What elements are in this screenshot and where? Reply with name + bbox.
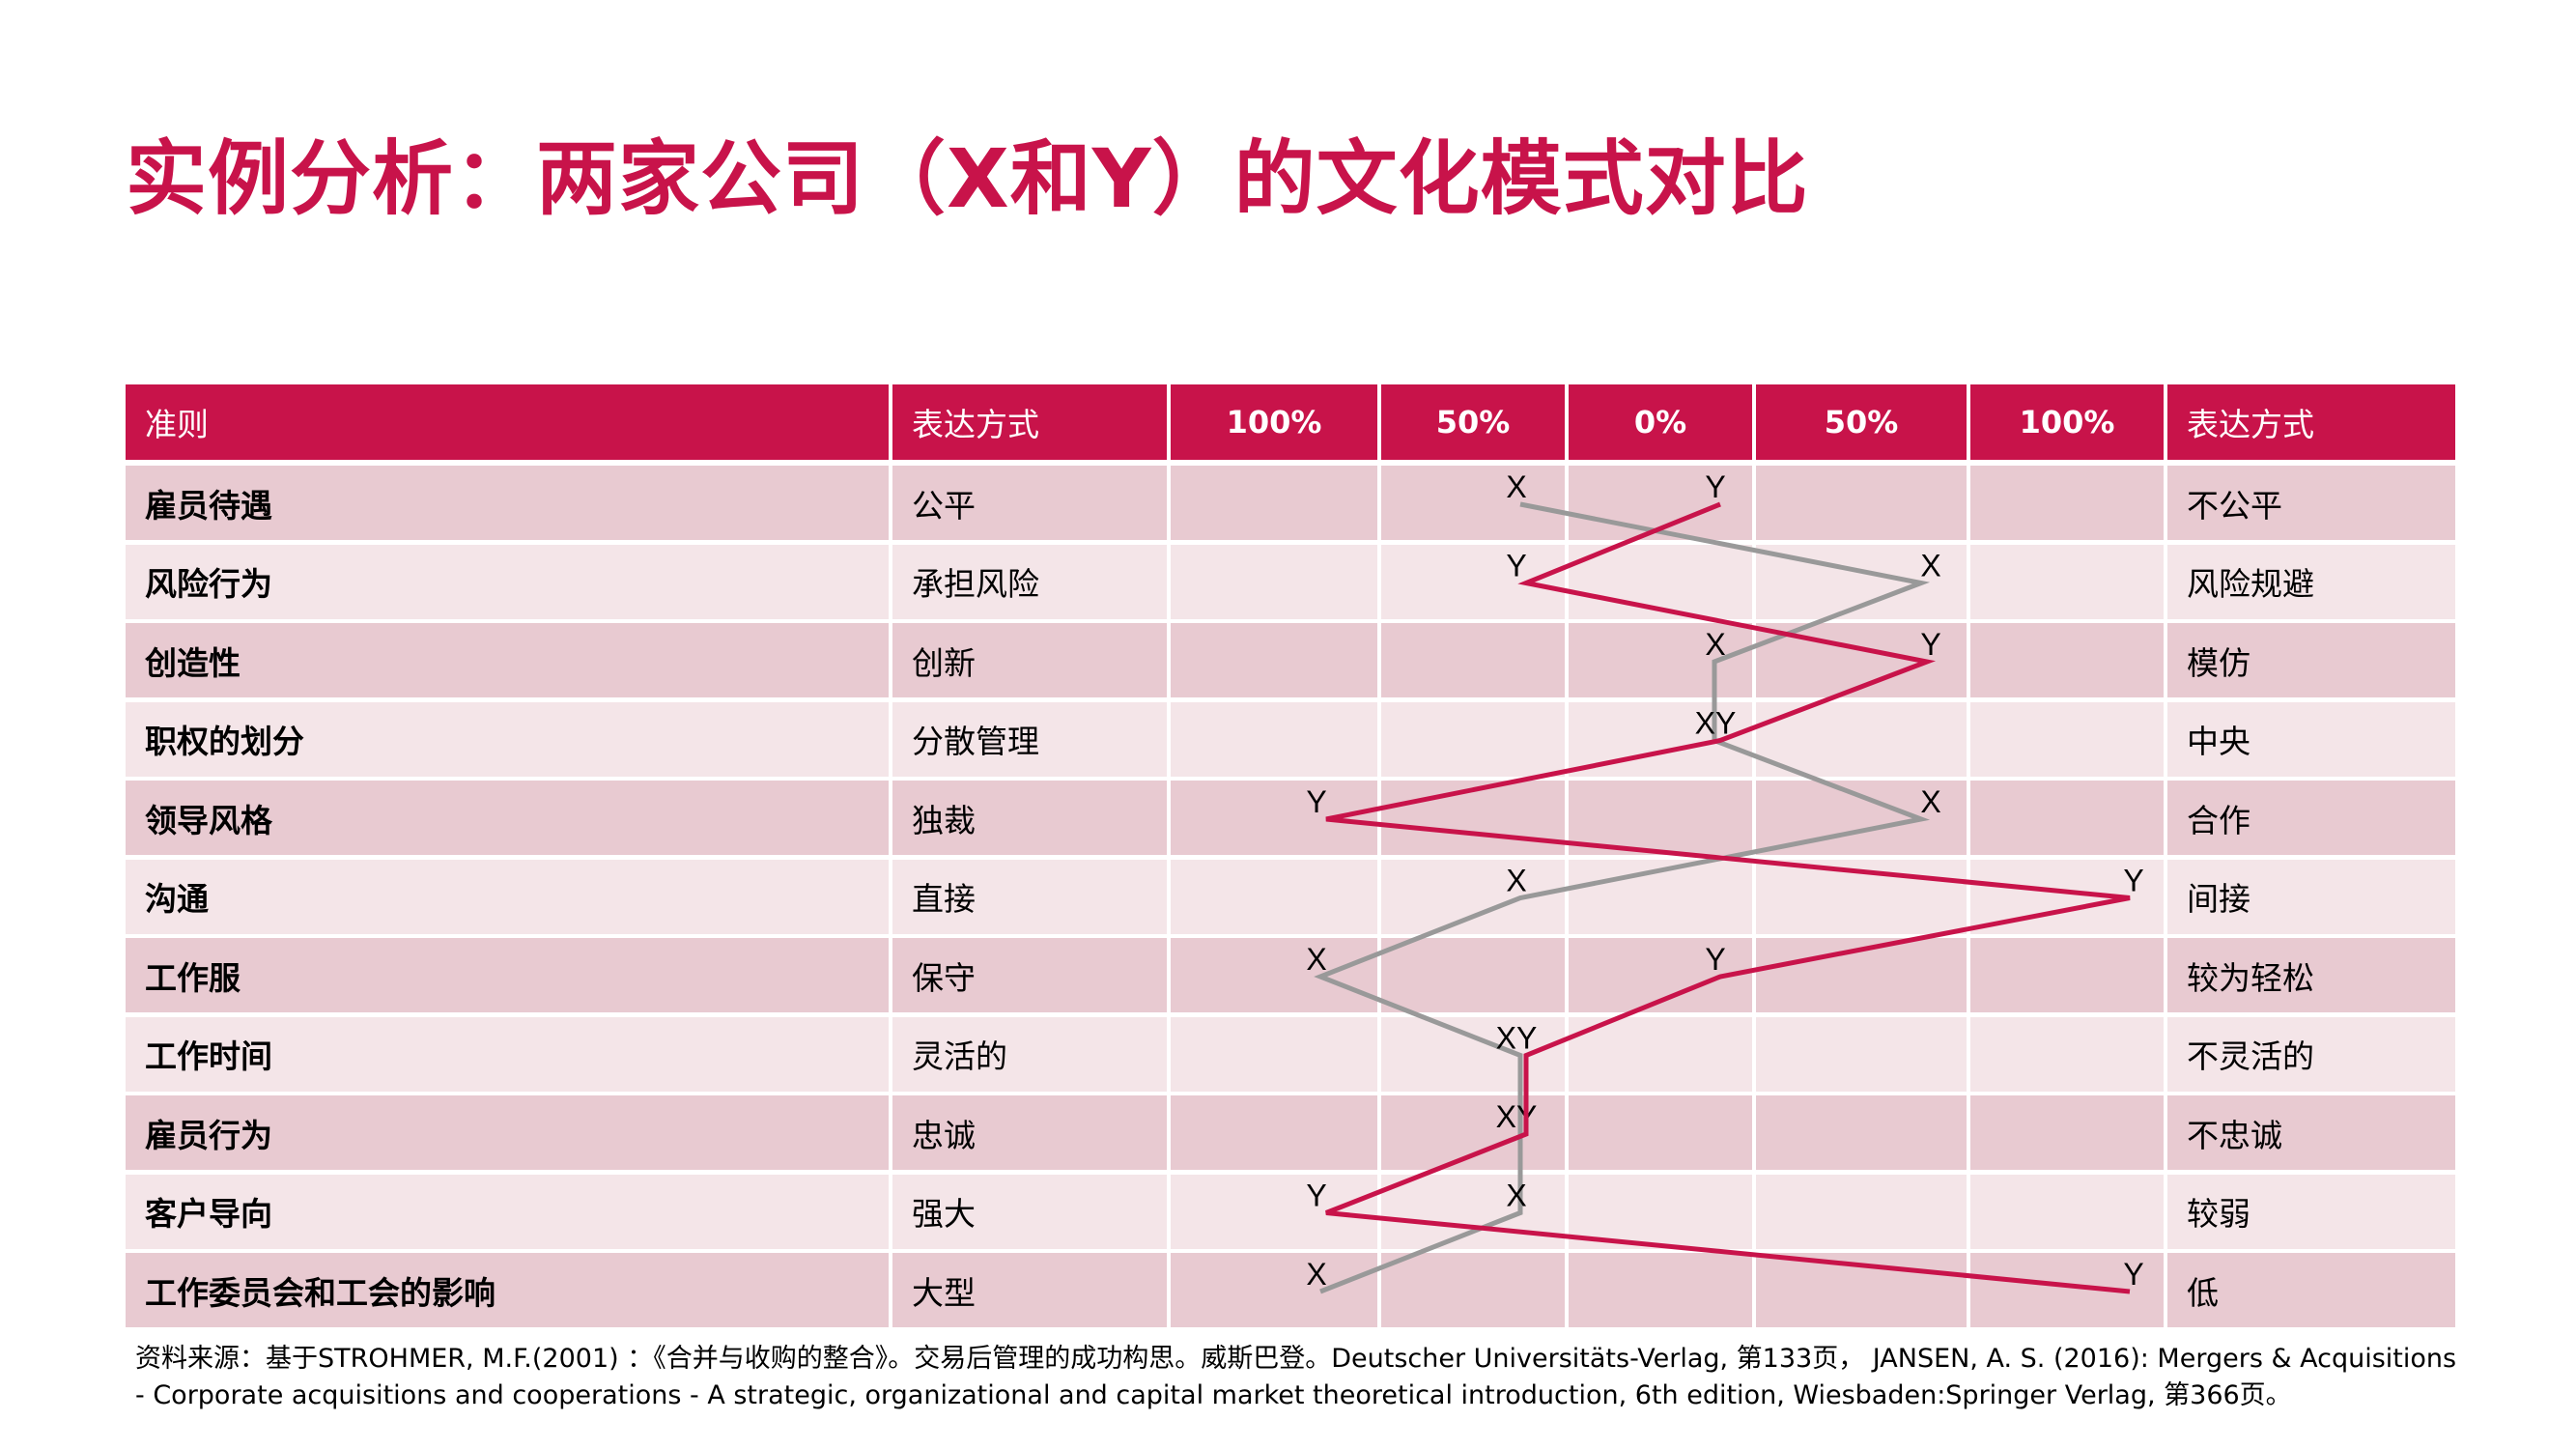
scale-cell xyxy=(1756,701,1967,777)
scale-cell xyxy=(1381,1095,1565,1170)
header-cell: 表达方式 xyxy=(892,384,1167,460)
scale-cell xyxy=(1756,544,1967,619)
scale-cell xyxy=(1970,1016,2164,1092)
criterion-label: 雇员行为 xyxy=(126,1095,889,1170)
scale-cell xyxy=(1381,466,1565,540)
scale-cell xyxy=(1756,1016,1967,1092)
scale-cell xyxy=(1381,1253,1565,1327)
right-expression: 合作 xyxy=(2167,781,2455,855)
criterion-label: 沟通 xyxy=(126,859,889,934)
right-expression: 较弱 xyxy=(2167,1174,2455,1249)
scale-cell xyxy=(1756,859,1967,934)
scale-cell xyxy=(1970,701,2164,777)
left-expression: 承担风险 xyxy=(892,544,1167,619)
scale-cell xyxy=(1970,1253,2164,1327)
left-expression: 独裁 xyxy=(892,781,1167,855)
scale-cell xyxy=(1970,1095,2164,1170)
left-expression: 分散管理 xyxy=(892,701,1167,777)
scale-cell xyxy=(1756,1174,1967,1249)
scale-cell xyxy=(1970,938,2164,1012)
header-cell: 100% xyxy=(1970,384,2164,460)
left-expression: 创新 xyxy=(892,623,1167,697)
source-note: 资料来源：基于STROHMER, M.F.(2001) ：《合并与收购的整合》。… xyxy=(135,1344,2457,1410)
scale-cell xyxy=(1569,781,1752,855)
left-expression: 大型 xyxy=(892,1253,1167,1327)
scale-cell xyxy=(1569,1174,1752,1249)
scale-cell xyxy=(1381,701,1565,777)
right-expression: 不公平 xyxy=(2167,466,2455,540)
scale-cell xyxy=(1171,701,1377,777)
criterion-label: 工作委员会和工会的影响 xyxy=(126,1253,889,1327)
left-expression: 公平 xyxy=(892,466,1167,540)
scale-cell xyxy=(1569,1016,1752,1092)
scale-cell xyxy=(1970,781,2164,855)
criterion-label: 雇员待遇 xyxy=(126,466,889,540)
header-cell: 100% xyxy=(1171,384,1377,460)
scale-cell xyxy=(1569,859,1752,934)
scale-cell xyxy=(1756,1253,1967,1327)
scale-cell xyxy=(1569,938,1752,1012)
scale-cell xyxy=(1569,1253,1752,1327)
scale-cell xyxy=(1756,938,1967,1012)
scale-cell xyxy=(1569,701,1752,777)
criterion-label: 领导风格 xyxy=(126,781,889,855)
criterion-label: 职权的划分 xyxy=(126,701,889,777)
page-title: 实例分析：两家公司（X和Y）的文化模式对比 xyxy=(126,131,1809,226)
scale-cell xyxy=(1569,544,1752,619)
scale-cell xyxy=(1970,1174,2164,1249)
right-expression: 间接 xyxy=(2167,859,2455,934)
scale-cell xyxy=(1171,1016,1377,1092)
criterion-label: 客户导向 xyxy=(126,1174,889,1249)
scale-cell xyxy=(1171,466,1377,540)
right-expression: 不忠诚 xyxy=(2167,1095,2455,1170)
scale-cell xyxy=(1569,466,1752,540)
scale-cell xyxy=(1756,781,1967,855)
right-expression: 不灵活的 xyxy=(2167,1016,2455,1092)
scale-cell xyxy=(1970,623,2164,697)
scale-cell xyxy=(1381,1016,1565,1092)
scale-cell xyxy=(1569,1095,1752,1170)
scale-cell xyxy=(1171,1253,1377,1327)
right-expression: 较为轻松 xyxy=(2167,938,2455,1012)
scale-cell xyxy=(1171,623,1377,697)
left-expression: 保守 xyxy=(892,938,1167,1012)
scale-cell xyxy=(1381,544,1565,619)
left-expression: 强大 xyxy=(892,1174,1167,1249)
left-expression: 直接 xyxy=(892,859,1167,934)
scale-cell xyxy=(1381,938,1565,1012)
scale-cell xyxy=(1970,859,2164,934)
left-expression: 灵活的 xyxy=(892,1016,1167,1092)
scale-cell xyxy=(1171,781,1377,855)
left-expression: 忠诚 xyxy=(892,1095,1167,1170)
scale-cell xyxy=(1171,859,1377,934)
scale-cell xyxy=(1381,859,1565,934)
scale-cell xyxy=(1756,1095,1967,1170)
scale-cell xyxy=(1381,623,1565,697)
right-expression: 模仿 xyxy=(2167,623,2455,697)
criterion-label: 工作时间 xyxy=(126,1016,889,1092)
scale-cell xyxy=(1171,1095,1377,1170)
scale-cell xyxy=(1171,544,1377,619)
right-expression: 中央 xyxy=(2167,701,2455,777)
right-expression: 低 xyxy=(2167,1253,2455,1327)
criterion-label: 风险行为 xyxy=(126,544,889,619)
scale-cell xyxy=(1970,544,2164,619)
scale-cell xyxy=(1756,466,1967,540)
right-expression: 风险规避 xyxy=(2167,544,2455,619)
scale-cell xyxy=(1381,1174,1565,1249)
scale-cell xyxy=(1970,466,2164,540)
header-cell: 准则 xyxy=(126,384,889,460)
criterion-label: 工作服 xyxy=(126,938,889,1012)
header-cell: 0% xyxy=(1569,384,1752,460)
scale-cell xyxy=(1756,623,1967,697)
scale-cell xyxy=(1171,938,1377,1012)
comparison-table: 准则 表达方式 100% 50% 0% 50% 100% 表达方式 雇员待遇 公平 不公平 风险行为承… xyxy=(126,384,2455,1327)
criterion-label: 创造性 xyxy=(126,623,889,697)
scale-cell xyxy=(1171,1174,1377,1249)
scale-cell xyxy=(1569,623,1752,697)
header-cell: 50% xyxy=(1756,384,1967,460)
scale-cell xyxy=(1381,781,1565,855)
header-cell: 50% xyxy=(1381,384,1565,460)
header-cell: 表达方式 xyxy=(2167,384,2455,460)
